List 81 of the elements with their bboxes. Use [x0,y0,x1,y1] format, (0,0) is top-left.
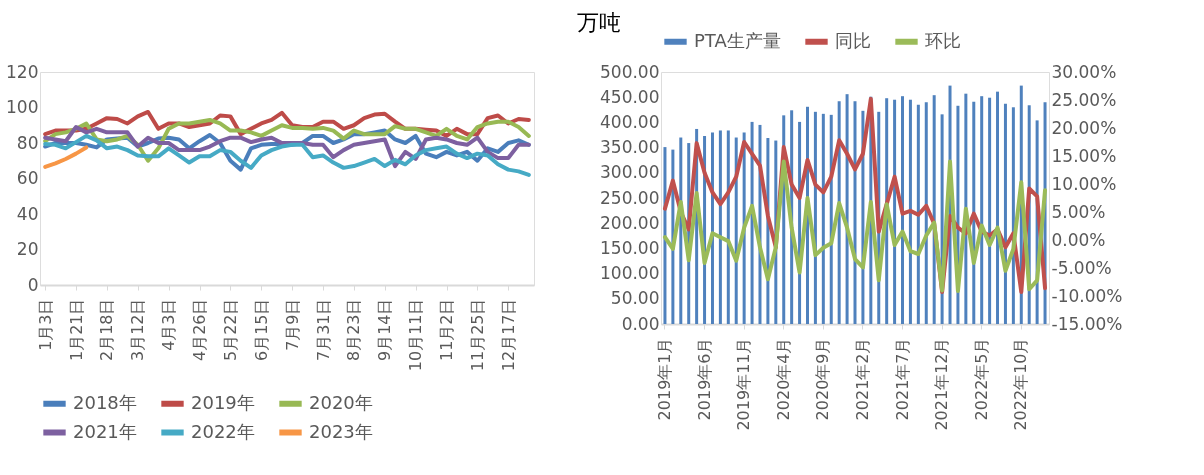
x-tick-label: 7月31日 [313,298,333,362]
bar [916,104,920,324]
y2-tick-label: 30.00% [1051,61,1117,82]
x-tick-label: 2022年5月 [971,337,991,421]
bar [663,147,667,324]
bar [980,96,984,324]
legend-label: 同比 [835,29,871,51]
line-series [43,145,89,169]
x-tick-label: 7月9日 [282,298,302,351]
line-series [662,159,1048,293]
y2-tick-label: 25.00% [1051,89,1117,110]
legend-label: 2020年 [309,391,373,413]
bar [821,113,825,324]
y-tick-label: 0.00 [621,313,660,334]
x-tick-label: 1月21日 [66,298,86,362]
bar [996,91,1000,324]
x-tick-label: 2022年10月 [1011,337,1031,431]
legend-label: 环比 [925,29,961,51]
y-tick-label: 350.00 [600,137,660,158]
y-tick-label: 60 [16,168,39,188]
y2-tick-label: 20.00% [1051,117,1117,138]
x-tick-label: 4月26日 [190,298,210,362]
y-tick-label: 120 [6,61,39,82]
y-tick-label: 400.00 [600,111,660,132]
x-tick-label: 2020年4月 [773,337,793,421]
bar [726,130,730,324]
y-axis-title: 万吨 [576,9,621,35]
line-series [43,117,531,163]
y-tick-label: 20 [16,239,39,259]
y-tick-label: 0 [27,274,39,295]
x-tick-label: 2021年12月 [932,337,952,431]
y2-tick-label: -5.00% [1051,257,1112,278]
bar [845,94,849,324]
y2-tick-label: -10.00% [1051,285,1123,306]
y2-tick-label: 10.00% [1051,173,1117,194]
x-tick-label: 2019年6月 [694,337,714,421]
y-tick-label: 300.00 [600,162,660,183]
x-tick-label: 10月11日 [406,298,426,372]
x-tick-label: 2021年2月 [852,337,872,421]
x-tick-label: 2019年1月 [654,337,674,421]
y-tick-label: 200.00 [600,212,660,233]
y-tick-label: 250.00 [600,187,660,208]
legend-label: 2023年 [309,420,373,442]
x-tick-label: 5月22日 [220,298,240,362]
x-tick-label: 12月17日 [498,298,518,372]
legend-label: PTA生产量 [694,29,781,51]
y-tick-label: 80 [16,132,39,153]
legend-label: 2018年 [73,391,137,413]
y-tick-label: 150.00 [600,237,660,258]
y2-tick-label: 0.00% [1051,229,1106,250]
y-tick-label: 100 [6,97,39,117]
x-tick-label: 8月23日 [344,298,364,362]
y-tick-label: 450.00 [600,86,660,107]
x-tick-label: 6月15日 [251,298,271,362]
bar [908,99,912,324]
y2-tick-label: 5.00% [1051,201,1106,222]
x-tick-label: 2020年9月 [813,337,833,421]
bar [988,97,992,324]
x-tick-label: 2月18日 [97,298,117,362]
y-tick-label: 50.00 [610,288,660,309]
x-tick-label: 1月3日 [35,298,55,351]
y2-tick-label: 15.00% [1051,145,1117,166]
x-tick-label: 4月3日 [159,298,179,351]
x-tick-label: 11月25日 [467,298,487,372]
x-tick-label: 11月2日 [437,298,457,362]
x-tick-label: 3月12日 [128,298,148,362]
y2-tick-label: -15.00% [1051,313,1123,334]
x-tick-label: 9月14日 [375,298,395,362]
bar [924,102,928,324]
bar [710,132,714,324]
y-tick-label: 100.00 [600,263,660,284]
legend-label: 2019年 [191,391,255,413]
bar [718,130,722,324]
y-tick-label: 40 [16,203,39,224]
x-tick-label: 2019年11月 [734,337,754,431]
legend-label: 2022年 [191,420,255,442]
y-tick-label: 500.00 [600,61,660,82]
x-tick-label: 2021年7月 [892,337,912,421]
legend-label: 2021年 [73,420,137,442]
bar [901,96,905,324]
bar [853,101,857,324]
